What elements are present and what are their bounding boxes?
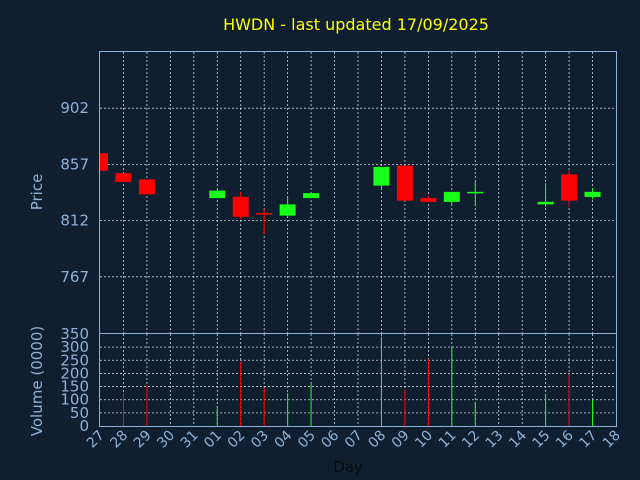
x-axis-label: Day xyxy=(333,458,363,476)
volume-tick-label: 150 xyxy=(60,378,89,396)
candle-body xyxy=(561,174,578,201)
candle-body xyxy=(396,165,413,201)
volume-tick-label: 100 xyxy=(60,391,89,409)
candle xyxy=(420,195,437,202)
candle xyxy=(443,191,460,205)
candle xyxy=(396,165,413,201)
candle-body xyxy=(232,196,249,217)
price-tick-label: 812 xyxy=(60,212,89,230)
candle xyxy=(303,193,320,199)
candle-body xyxy=(138,179,155,195)
candle-body xyxy=(584,191,601,197)
volume-tick-label: 250 xyxy=(60,351,89,369)
candle xyxy=(279,196,296,217)
candle xyxy=(209,189,226,199)
candle-body xyxy=(420,198,437,202)
candle-body xyxy=(115,173,132,182)
volume-tick-label: 0 xyxy=(79,417,89,435)
candle-body xyxy=(100,153,108,171)
candle-body xyxy=(209,190,226,199)
candle-body xyxy=(303,193,320,199)
candle xyxy=(115,173,132,182)
price-tick-label: 767 xyxy=(60,268,89,286)
candle-body xyxy=(256,213,273,215)
volume-tick-label: 50 xyxy=(70,404,89,422)
candle-body xyxy=(373,166,390,186)
candle xyxy=(561,170,578,207)
candle-body xyxy=(443,191,460,202)
price-tick-label: 857 xyxy=(60,155,89,173)
chart-title: HWDN - last updated 17/09/2025 xyxy=(223,15,489,34)
volume-bars xyxy=(122,336,594,426)
candle xyxy=(232,191,249,220)
candle xyxy=(138,179,155,195)
volume-tick-label: 350 xyxy=(60,325,89,343)
volume-tick-label: 300 xyxy=(60,338,89,356)
candle xyxy=(537,183,554,207)
candle-body xyxy=(467,191,484,194)
candle xyxy=(373,166,390,190)
volume-frame xyxy=(99,333,617,427)
volume-axis-label: Volume (0000) xyxy=(28,326,46,436)
price-axis-label: Price xyxy=(28,174,46,211)
x-axis-ticks: 27 28 29 30 31 01 02 03 04 05 06 07 08 09 10 11 12 13 14 15… xyxy=(84,427,624,451)
price-tick-label: 902 xyxy=(60,99,89,117)
candle-body xyxy=(537,201,554,205)
candle xyxy=(467,181,484,206)
price-panel: 902 857 812 767 Price xyxy=(28,51,617,334)
volume-tick-label: 200 xyxy=(60,364,89,382)
candle xyxy=(256,209,273,235)
volume-grid xyxy=(100,334,616,426)
price-axis-ticks: 902 857 812 767 xyxy=(60,99,89,286)
candle xyxy=(99,153,108,171)
candles xyxy=(99,153,601,235)
candle-body xyxy=(279,204,296,216)
candle xyxy=(584,188,601,200)
